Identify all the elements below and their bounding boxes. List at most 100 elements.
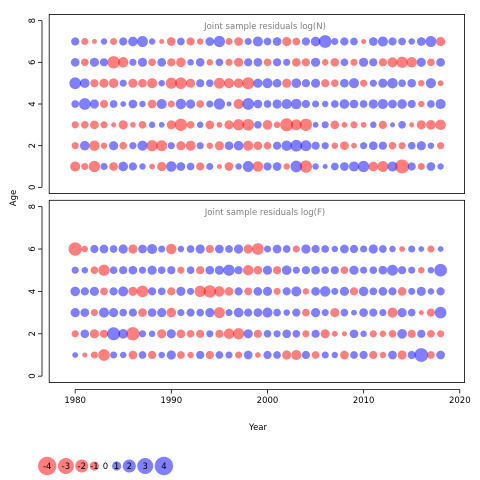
- residual-bubble: [244, 37, 252, 46]
- residual-bubble: [349, 287, 359, 296]
- residual-bubble: [311, 308, 321, 318]
- panel-log-n-y-axis: 0 2 4 6 8: [28, 18, 43, 190]
- residual-bubble: [196, 308, 205, 317]
- residual-bubble: [437, 142, 445, 150]
- residual-bubble: [120, 101, 127, 107]
- residual-bubble: [146, 140, 158, 152]
- residual-bubble: [186, 329, 195, 338]
- y-tick-label: 0: [28, 185, 38, 190]
- residual-bubble: [71, 121, 79, 129]
- residual-bubble: [244, 58, 253, 67]
- residual-bubble: [205, 350, 214, 360]
- residual-bubble: [427, 351, 435, 359]
- residual-bubble: [118, 244, 128, 254]
- residual-bubble: [176, 57, 186, 68]
- residual-bubble: [321, 142, 329, 150]
- residual-bubble: [340, 78, 349, 88]
- residual-bubble: [118, 120, 128, 130]
- residual-bubble: [159, 38, 165, 45]
- residual-bubble: [341, 331, 347, 337]
- residual-bubble: [158, 245, 166, 253]
- residual-bubble: [369, 350, 378, 360]
- residual-bubble: [111, 122, 117, 128]
- residual-bubble: [117, 57, 129, 68]
- residual-bubble: [253, 265, 263, 275]
- residual-bubble: [418, 310, 424, 316]
- residual-bubble: [177, 266, 185, 274]
- residual-bubble: [234, 244, 244, 254]
- residual-bubble: [99, 78, 109, 88]
- residual-bubble: [205, 37, 215, 46]
- legend-bubble: [89, 461, 99, 471]
- residual-bubble: [253, 287, 263, 296]
- residual-bubble: [206, 59, 214, 66]
- residual-bubble: [166, 243, 177, 255]
- residual-bubble: [378, 265, 388, 275]
- x-tick-label: 1990: [160, 396, 182, 406]
- residual-bubble: [407, 329, 416, 338]
- residual-bubble: [387, 264, 398, 276]
- residual-bubble: [147, 99, 157, 109]
- residual-bubble: [318, 35, 332, 48]
- panel-log-f-title: Joint sample residuals log(F): [204, 208, 325, 218]
- residual-bubble: [291, 98, 302, 110]
- residual-bubble: [139, 100, 146, 108]
- residual-bubble: [243, 140, 254, 151]
- residual-bubble: [156, 140, 168, 152]
- residual-bubble: [262, 78, 273, 89]
- residual-bubble: [242, 118, 255, 131]
- residual-bubble: [398, 142, 406, 150]
- residual-bubble: [368, 161, 379, 172]
- residual-bubble: [397, 308, 407, 318]
- residual-bubble: [262, 265, 273, 275]
- residual-bubble: [272, 99, 282, 109]
- residual-bubble: [291, 349, 302, 361]
- residual-bubble: [434, 263, 447, 277]
- residual-bubble: [426, 308, 436, 317]
- residual-bubble: [215, 329, 224, 338]
- legend-value-label: 2: [127, 462, 132, 472]
- residual-bubble: [147, 265, 157, 275]
- residual-bubble: [89, 140, 100, 151]
- residual-bubble: [196, 142, 204, 150]
- residual-bubble: [330, 266, 339, 275]
- residual-bubble: [292, 308, 301, 317]
- residual-bubble: [388, 287, 397, 296]
- residual-bubble: [158, 121, 165, 128]
- residual-bubble: [418, 266, 425, 274]
- residual-bubble: [331, 351, 339, 359]
- residual-bubble: [80, 287, 89, 296]
- residual-bubble: [292, 266, 300, 274]
- residual-bubble: [416, 141, 426, 151]
- residual-bubble: [223, 264, 235, 276]
- residual-bubble: [206, 330, 214, 338]
- residual-bubble: [128, 36, 138, 47]
- y-tick-label: 8: [28, 18, 38, 23]
- residual-bubble: [224, 120, 234, 130]
- residual-bubble: [71, 37, 80, 46]
- residual-bubble: [263, 58, 272, 67]
- residual-bubble: [253, 78, 263, 88]
- residual-bubble: [137, 57, 148, 67]
- residual-bubble: [369, 79, 377, 87]
- residual-bubble: [281, 265, 292, 276]
- y-tick-label: 4: [28, 101, 38, 106]
- residual-bubble: [119, 266, 128, 275]
- residual-bubble: [418, 246, 425, 252]
- y-tick-label: 8: [28, 204, 38, 209]
- residual-bubble: [436, 350, 445, 360]
- residual-bubble: [340, 350, 349, 360]
- residual-bubble: [167, 58, 176, 67]
- residual-bubble: [331, 287, 339, 295]
- residual-bubble: [377, 98, 388, 110]
- residual-bubble: [407, 78, 417, 88]
- residual-bubble: [136, 285, 149, 298]
- panel-log-n-title: Joint sample residuals log(N): [203, 22, 326, 32]
- panel-log-n-bubbles: [69, 35, 446, 174]
- residual-bubble: [311, 141, 320, 150]
- residual-bubble: [99, 244, 109, 254]
- residual-bubble: [109, 245, 118, 253]
- bubble-size-legend: -4 -3 -2 -1 0 1 2 3 4: [38, 456, 174, 476]
- residual-bubble: [100, 38, 108, 45]
- residual-bubble: [281, 98, 292, 110]
